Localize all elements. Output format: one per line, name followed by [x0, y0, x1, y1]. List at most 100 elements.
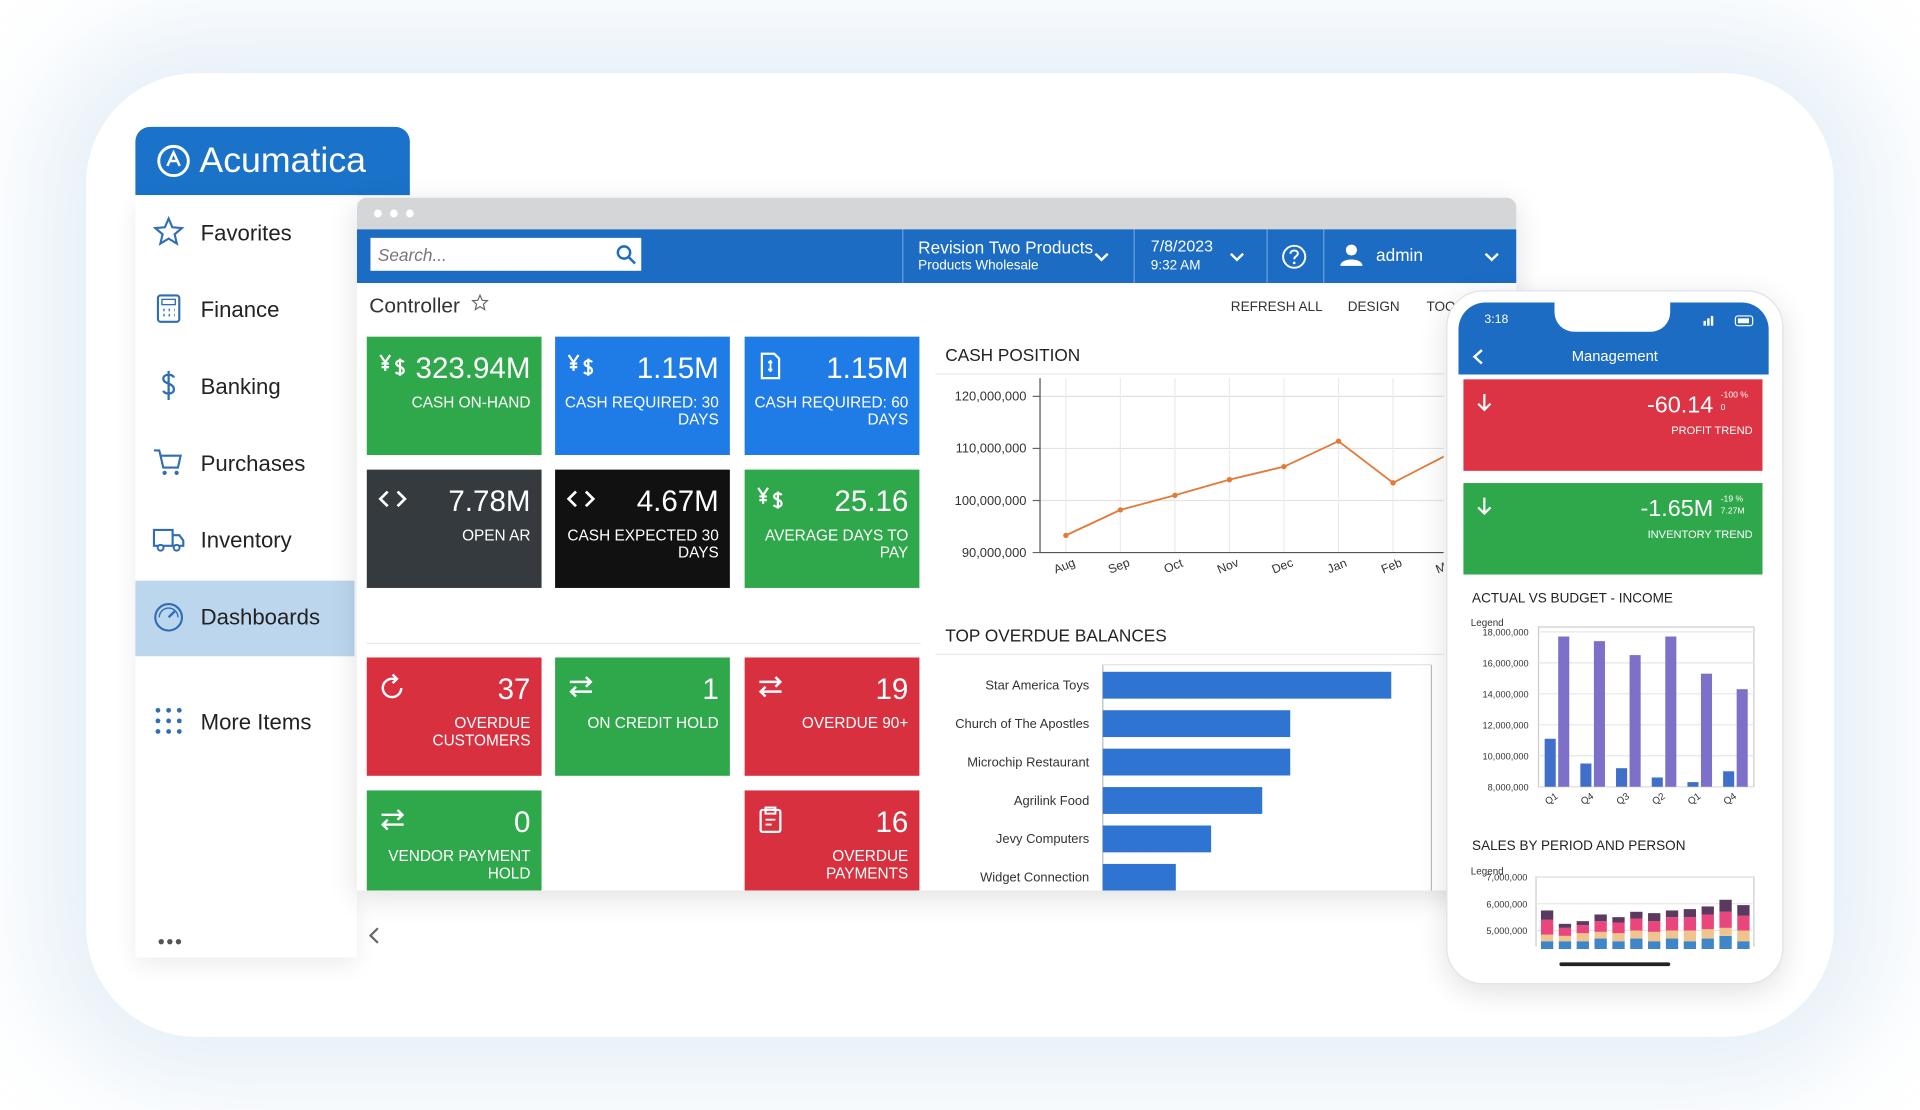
y-tick-label: Widget Connection [980, 870, 1089, 885]
mobile-kpi-tile[interactable]: -60.14 -100 % 0 PROFIT TREND [1463, 379, 1763, 471]
line-series [1065, 440, 1444, 537]
bar-segment [1737, 941, 1750, 950]
nav-item[interactable]: Dashboards [135, 580, 355, 657]
kpi-tile[interactable]: 323.94M CASH ON-HAND [366, 336, 542, 455]
toolbar-action[interactable]: REFRESH ALL [1230, 300, 1323, 315]
nav-item[interactable]: Inventory [135, 504, 354, 580]
chart-title-rule [935, 373, 1444, 375]
y-tick-label: Star America Toys [985, 678, 1089, 693]
bar-segment [1665, 910, 1679, 918]
bar-segment [1558, 927, 1572, 936]
phone-back[interactable] [1471, 348, 1486, 366]
bar-segment [1701, 929, 1714, 939]
x-tick-label: Oct [1162, 556, 1186, 576]
kpi-tile[interactable]: 4.67M CASH EXPECTED 30 DAYS [555, 469, 730, 588]
branch-name: Products Wholesale [918, 258, 1039, 274]
bar [1102, 787, 1263, 814]
brand-name: Acumatica [199, 141, 367, 181]
nav-label: More Items [200, 709, 312, 735]
mobile-tile-change: -19 % [1720, 495, 1744, 504]
main-window [356, 197, 1517, 891]
bar-segment [1719, 899, 1732, 912]
brand-logo [157, 144, 190, 178]
bar-segment [1683, 941, 1697, 950]
bar [1102, 710, 1291, 738]
bar-segment [1648, 931, 1661, 942]
x-tick-label: Q4 [1722, 791, 1740, 808]
nav-item[interactable]: Banking [135, 350, 354, 426]
tile-icon [756, 672, 786, 707]
user-menu[interactable]: admin [1324, 229, 1516, 283]
bar-segment [1719, 935, 1732, 950]
y-tick-label: 5,000,000 [1486, 926, 1527, 936]
line-point [1226, 476, 1233, 483]
nav-item[interactable]: Favorites [135, 196, 354, 272]
bar [1544, 738, 1556, 787]
tile-icon [566, 351, 596, 386]
bar-segment [1683, 930, 1697, 942]
tile-icon [566, 672, 596, 707]
search-box[interactable]: Search... [370, 237, 642, 271]
mobile-tile-detail: 0 [1720, 403, 1726, 413]
top-overdue-chart: Star America Toys Church of The Apostles M… [955, 664, 1433, 891]
tile-separator [366, 642, 921, 645]
nav-icon [153, 370, 185, 408]
status-icons [1703, 315, 1754, 327]
kpi-tile[interactable]: 1 ON CREDIT HOLD [555, 657, 730, 776]
tile-label: CASH REQUIRED: 60 DAYS [754, 393, 909, 429]
sidebar-collapse[interactable] [367, 926, 382, 952]
y-tick-label: 110,000,000 [956, 441, 1027, 456]
bar-segment [1630, 918, 1643, 931]
bar [1687, 782, 1699, 787]
kpi-tile[interactable]: 1.15M CASH REQUIRED: 60 DAYS [744, 336, 920, 455]
phone-notch [1554, 300, 1671, 332]
mobile-kpi-tile[interactable]: -1.65M -19 % 7.27M INVENTORY TREND [1463, 483, 1763, 575]
date-selector[interactable]: 7/8/2023 9:32 AM [1135, 229, 1267, 283]
y-tick-label: Jevy Computers [996, 831, 1089, 846]
search-icon[interactable] [615, 244, 637, 266]
header-dividers [1323, 229, 1325, 283]
bar-segment [1612, 933, 1625, 942]
kpi-tile[interactable]: 7.78M OPEN AR [366, 469, 542, 588]
bar-segment [1719, 927, 1732, 936]
nav-item[interactable]: Purchases [135, 427, 354, 503]
kpi-tile[interactable]: 19 OVERDUE 90+ [744, 657, 920, 776]
search-placeholder: Search... [377, 245, 447, 265]
toolbar-action[interactable]: DESIGN [1347, 300, 1400, 315]
x-tick-label: Q4 [1579, 791, 1597, 808]
x-tick-label: Sep [1106, 555, 1132, 576]
chart-title: SALES BY PERIOD AND PERSON [1472, 839, 1686, 854]
y-tick-label: 7,000,000 [1486, 873, 1527, 883]
bar-segment [1558, 941, 1572, 950]
business-date: 7/8/2023 [1150, 236, 1214, 255]
nav-icon [152, 523, 185, 561]
tile-value: 25.16 [834, 485, 909, 519]
y-tick-label: Agrilink Food [1014, 793, 1089, 808]
bar [1102, 748, 1291, 776]
sales-by-period-chart: Legend 5,000,000 6,000,000 7,000,000 [1471, 867, 1755, 950]
bar-segment [1648, 913, 1661, 922]
nav-item[interactable]: More Items [135, 686, 354, 762]
kpi-tile[interactable]: 37 OVERDUE CUSTOMERS [366, 657, 542, 776]
trend-arrow [1476, 496, 1493, 522]
bar-segment [1594, 938, 1607, 950]
trend-arrow [1476, 393, 1493, 419]
favorite-star[interactable] [471, 293, 489, 311]
kpi-tile[interactable]: 25.16 AVERAGE DAYS TO PAY [744, 469, 920, 588]
kpi-tile[interactable]: 0 VENDOR PAYMENT HOLD [366, 790, 542, 891]
nav-item[interactable]: Finance [135, 273, 354, 349]
x-tick-label: Feb [1379, 555, 1404, 576]
tile-value: 1.15M [636, 352, 719, 386]
kpi-tile[interactable]: 16 OVERDUE PAYMENTS [744, 790, 920, 891]
bar-segment [1719, 911, 1732, 928]
nav-icon [153, 293, 185, 331]
kpi-tile[interactable]: 1.15M CASH REQUIRED: 30 DAYS [555, 336, 730, 455]
bar [1700, 673, 1713, 787]
bar-segment [1576, 941, 1589, 950]
bar-segment [1612, 917, 1625, 923]
tile-icon [756, 805, 786, 840]
sidebar-more-dots[interactable] [158, 931, 183, 953]
company-selector[interactable]: Revision Two Products Products Wholesale [903, 229, 1133, 283]
help-icon[interactable] [1281, 244, 1307, 270]
bar-segment [1540, 934, 1554, 942]
